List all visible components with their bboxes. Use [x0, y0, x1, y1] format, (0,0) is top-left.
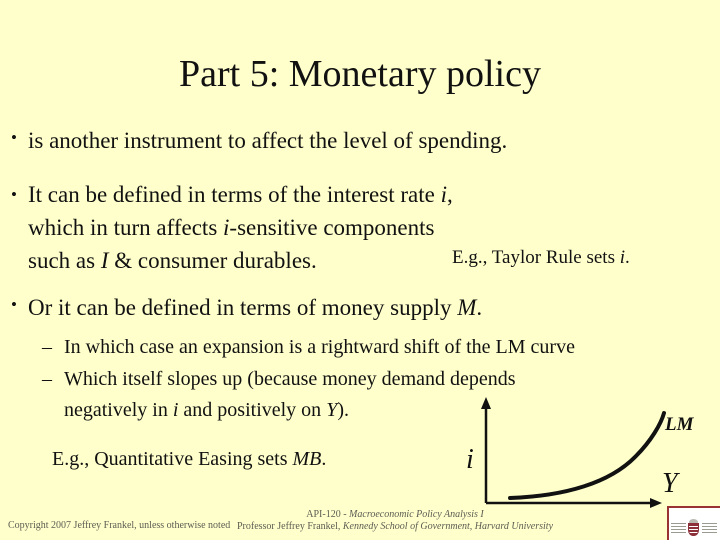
logo-globe-icon: [689, 518, 698, 525]
harvard-logo: [667, 506, 720, 540]
sub-bullet-2-line-2: negatively in i and positively on Y).: [64, 399, 349, 421]
slide-title: Part 5: Monetary policy: [179, 53, 541, 95]
sub-bullet-2-line-1: Which itself slopes up (because money de…: [64, 368, 516, 390]
sub-bullet-1-text: In which case an expansion is a rightwar…: [64, 336, 575, 358]
y-axis-arrow-icon: [481, 397, 491, 409]
bullet-icon: •: [11, 128, 17, 147]
x-axis-label: Y: [662, 468, 678, 499]
dash-icon: –: [42, 368, 52, 390]
quantitative-easing-note: E.g., Quantitative Easing sets MB.: [52, 448, 327, 470]
bullet-3: • Or it can be defined in terms of money…: [11, 295, 482, 321]
sub-bullet-1: – In which case an expansion is a rightw…: [42, 332, 575, 363]
x-axis-arrow-icon: [650, 498, 662, 508]
dash-icon: –: [42, 336, 52, 358]
sub-bullet-2: – Which itself slopes up (because money …: [42, 364, 516, 426]
bullet-icon: •: [11, 185, 17, 204]
bullet-1-text: is another instrument to affect the leve…: [28, 128, 508, 153]
logo-text-right: [702, 523, 717, 533]
footer-professor-line: Professor Jeffrey Frankel, Kennedy Schoo…: [236, 520, 554, 532]
bullet-icon: •: [11, 295, 17, 314]
logo-text-left: [671, 523, 686, 533]
footer-course-info: API-120 - Macroeconomic Policy Analysis …: [230, 509, 560, 532]
y-axis-label: i: [466, 444, 474, 475]
harvard-shield-icon: [688, 518, 700, 536]
bullet-3-text: Or it can be defined in terms of money s…: [28, 295, 483, 320]
lm-curve-label: LM: [665, 414, 694, 435]
bullet-2: • It can be defined in terms of the inte…: [11, 178, 453, 277]
bullet-1: • is another instrument to affect the le…: [11, 128, 507, 154]
footer-course-line: API-120 - Macroeconomic Policy Analysis …: [306, 509, 484, 520]
taylor-rule-note: E.g., Taylor Rule sets i.: [452, 247, 630, 268]
lm-curve-diagram: [481, 397, 666, 508]
bullet-2-line-1: It can be defined in terms of the intere…: [28, 182, 453, 207]
footer-copyright: Copyright 2007 Jeffrey Frankel, unless o…: [8, 520, 231, 531]
bullet-2-text: It can be defined in terms of the intere…: [28, 178, 453, 277]
lm-curve: [508, 411, 666, 500]
bullet-2-line-2: which in turn affects i-sensitive compon…: [28, 215, 435, 240]
sub-bullet-2-text: Which itself slopes up (because money de…: [64, 364, 516, 426]
bullet-2-line-3: such as I & consumer durables.: [28, 248, 317, 273]
